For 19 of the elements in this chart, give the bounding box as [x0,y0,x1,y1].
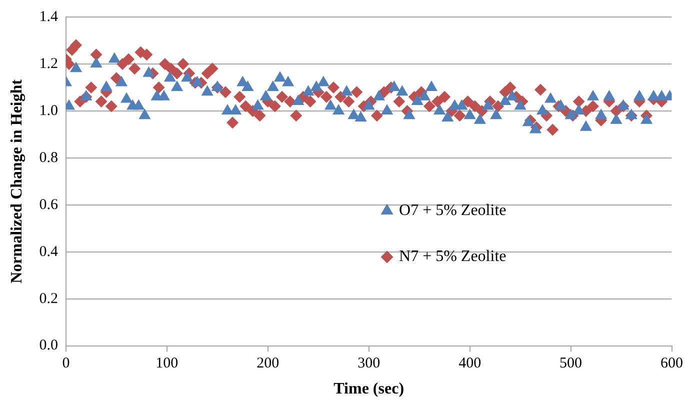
x-tick-label: 0 [62,356,70,372]
x-tick-label: 200 [256,356,280,372]
x-tick-label: 500 [560,356,582,372]
x-tick-label: 600 [660,356,683,372]
x-tick-label: 400 [458,356,482,372]
legend-label: O7 + 5% Zeolite [399,202,506,220]
legend-label: N7 + 5% Zeolite [399,248,506,266]
y-tick-label: 0.2 [39,290,58,307]
x-tick-label: 300 [358,356,380,372]
y-tick-label: 1.0 [39,102,58,119]
y-tick-label: 0.0 [39,338,58,354]
x-axis-title: Time (sec) [334,380,404,398]
x-tick-label: 100 [156,356,178,372]
y-tick-label: 1.4 [39,8,58,25]
y-axis-title: Normalized Change in Height [8,78,26,284]
y-tick-label: 0.4 [39,244,58,260]
y-tick-label: 0.8 [39,150,58,166]
y-tick-label: 0.6 [39,196,58,213]
y-tick-label: 1.2 [39,56,58,72]
